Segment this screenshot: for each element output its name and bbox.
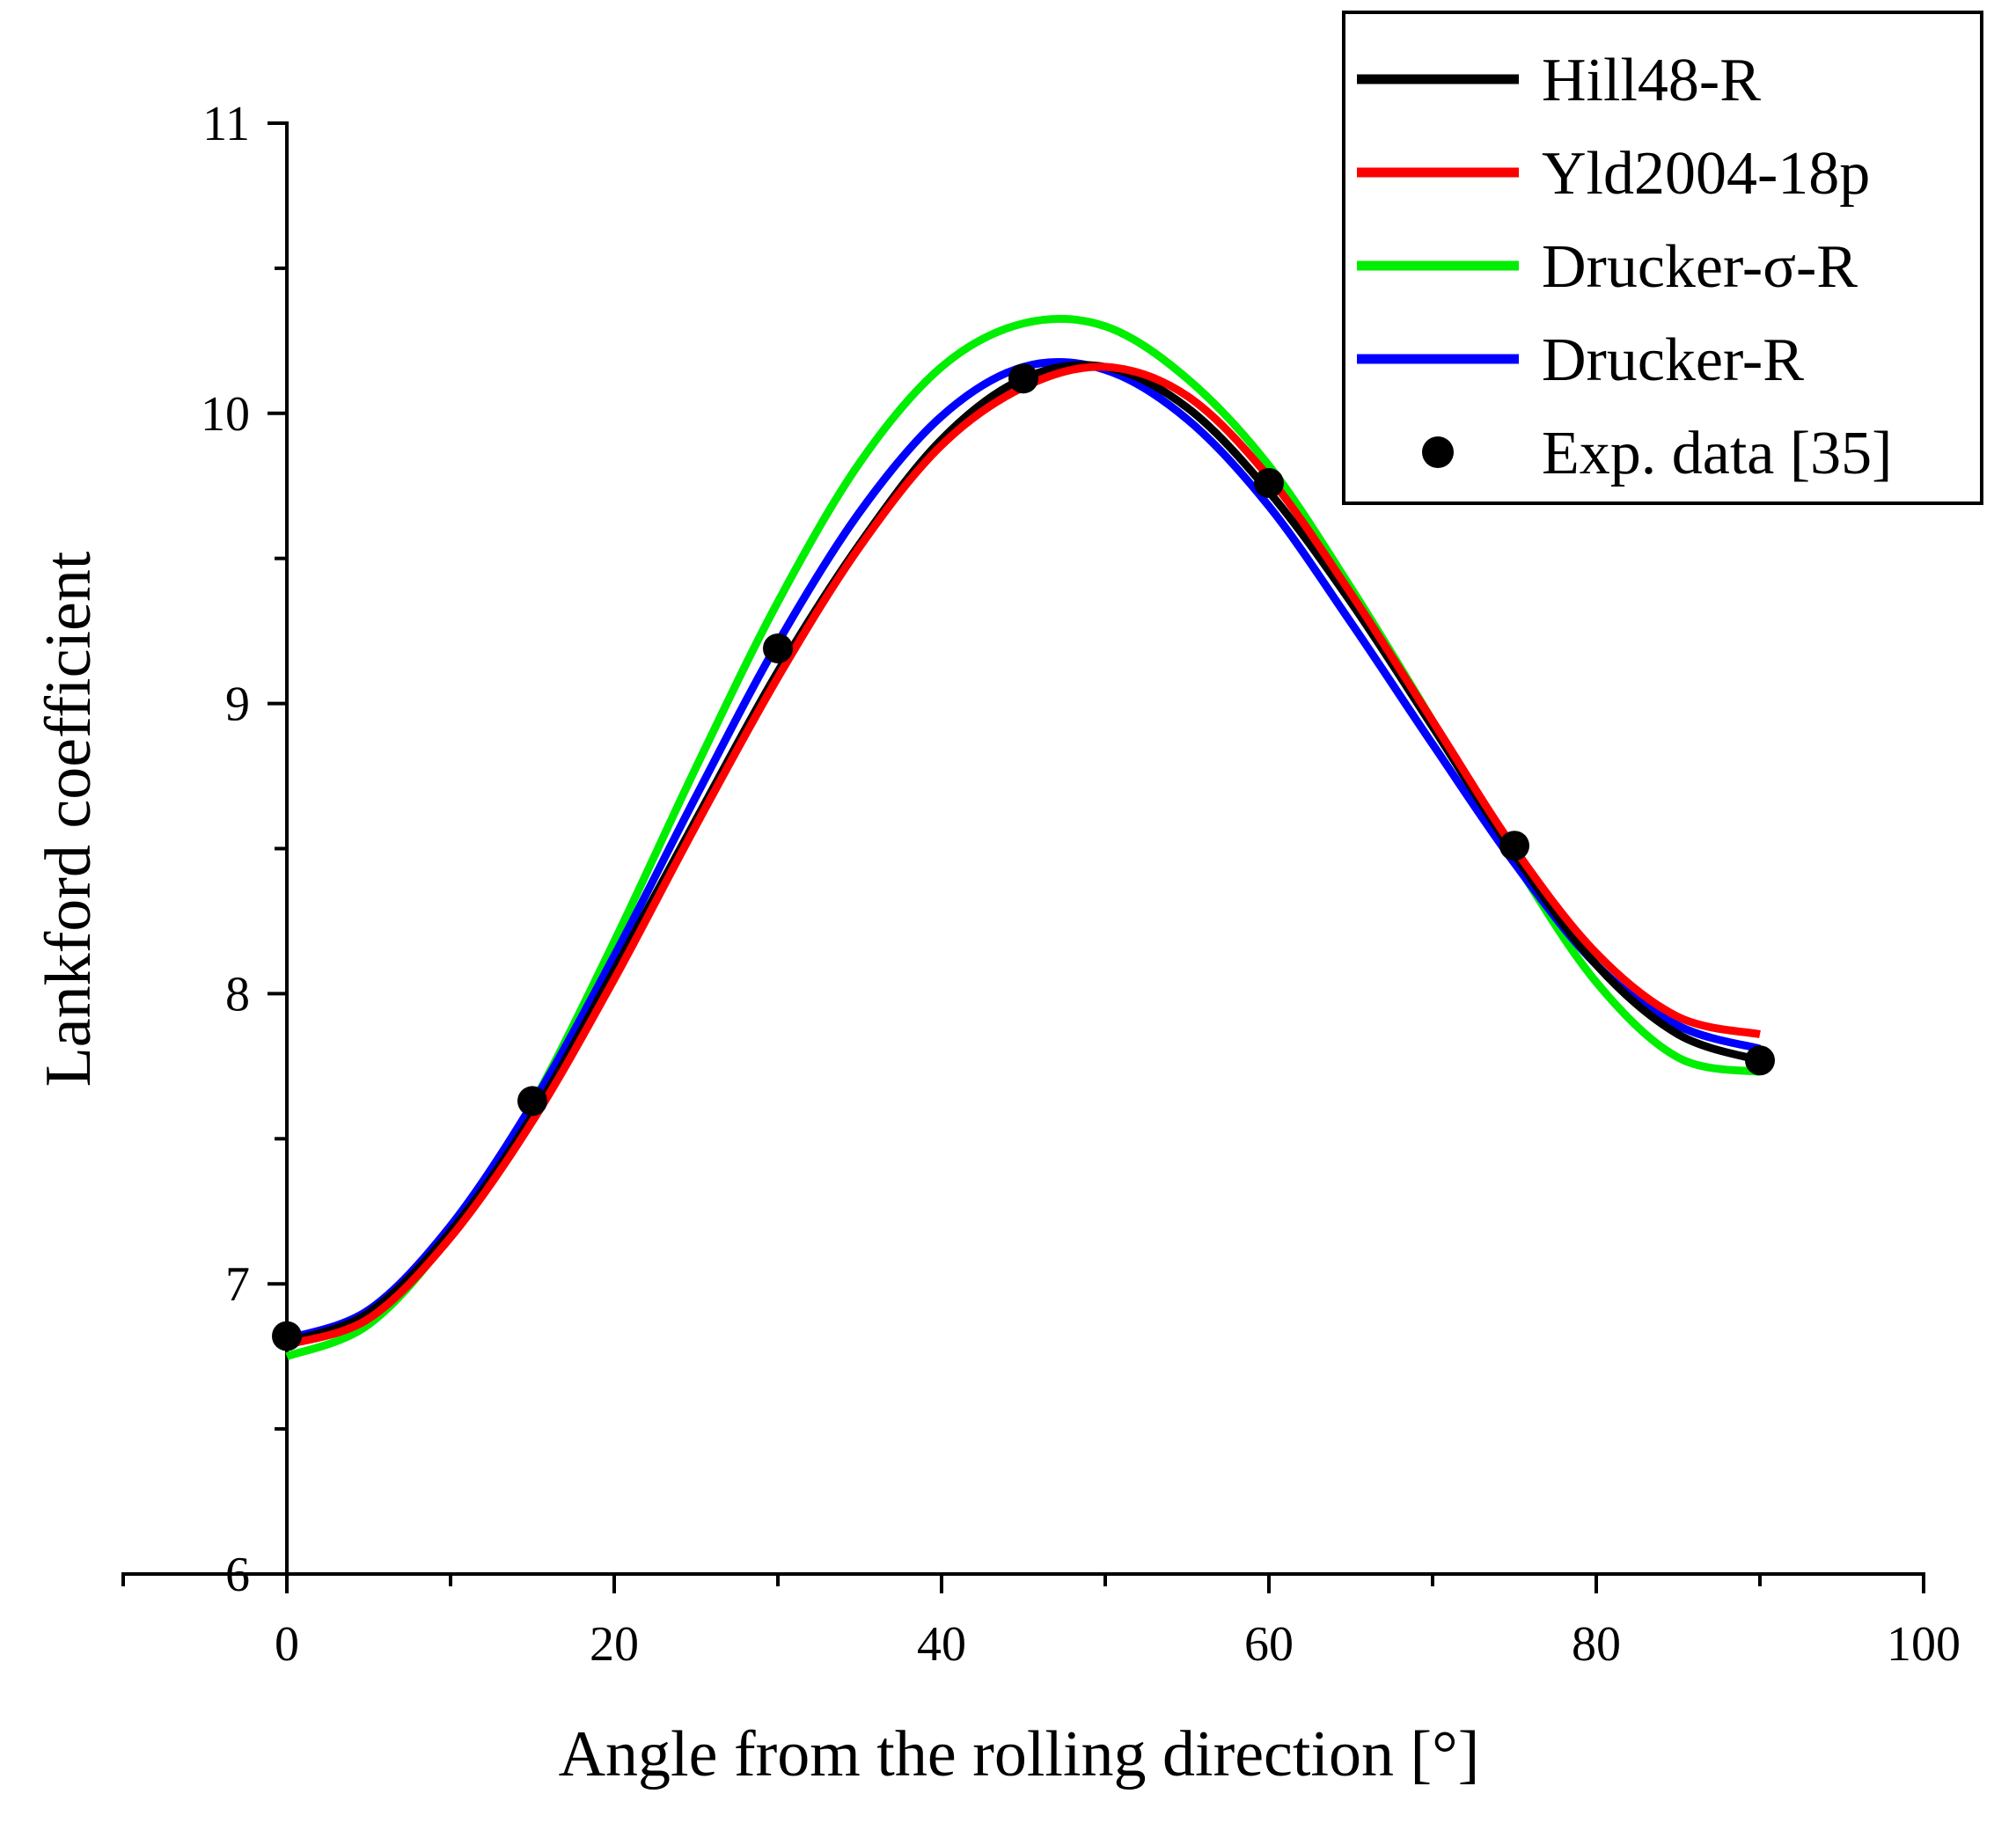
legend-label: Yld2004-18p <box>1542 140 1870 208</box>
y-tick-label: 11 <box>202 97 250 151</box>
y-tick-label: 6 <box>225 1548 250 1602</box>
y-tick-label: 8 <box>225 967 250 1021</box>
x-tick-label: 40 <box>917 1617 966 1672</box>
legend-box <box>1342 11 1983 505</box>
exp-data-point <box>272 1321 302 1351</box>
exp-data-point <box>517 1086 547 1116</box>
legend-label: Hill48-R <box>1542 47 1761 114</box>
exp-data-point <box>1745 1045 1775 1076</box>
y-tick-label: 7 <box>225 1257 250 1312</box>
x-tick-label: 0 <box>275 1617 299 1672</box>
y-axis-title: Lankford coefficient <box>33 551 105 1087</box>
x-tick-label: 100 <box>1887 1617 1961 1672</box>
series-line-yld2004-18p <box>285 362 1761 1349</box>
legend: Hill48-R Yld2004-18p Drucker-σ-R Drucker-R E… <box>1342 11 1983 505</box>
axes: 0 20 40 60 80 100 6 7 8 9 10 11 <box>121 97 1961 1672</box>
exp-data-point <box>1254 467 1284 498</box>
x-axis-title: Angle from the rolling direction [°] <box>559 1718 1480 1790</box>
exp-data-point <box>1008 363 1038 394</box>
exp-data-point <box>1499 831 1529 861</box>
legend-label: Drucker-σ-R <box>1542 233 1858 301</box>
legend-label: Drucker-R <box>1542 326 1804 394</box>
legend-marker <box>1422 436 1454 468</box>
x-tick-label: 20 <box>590 1617 639 1672</box>
y-tick-label: 9 <box>225 677 250 732</box>
series-line-hill48-r <box>285 361 1762 1346</box>
legend-label: Exp. data [35] <box>1542 420 1892 487</box>
x-tick-label: 60 <box>1244 1617 1294 1672</box>
series-line-drucker-r <box>285 358 1762 1343</box>
y-tick-label: 10 <box>201 387 250 442</box>
exp-data-point <box>763 633 793 663</box>
plot-area <box>272 314 1775 1360</box>
x-tick-label: 80 <box>1572 1617 1621 1672</box>
